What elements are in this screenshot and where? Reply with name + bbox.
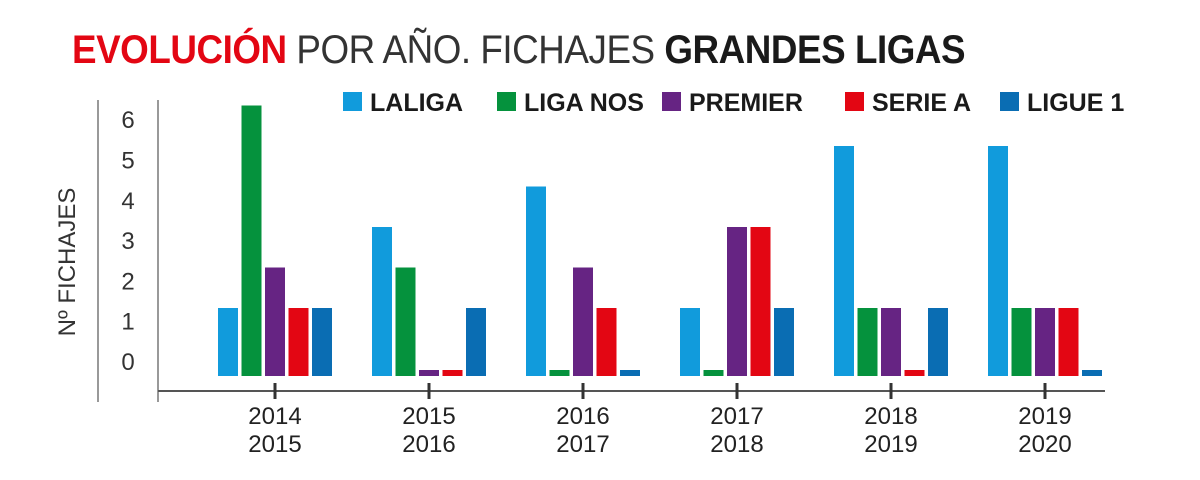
legend-swatch — [497, 92, 516, 111]
legend-swatch — [1000, 92, 1019, 111]
y-axis-label: Nº FICHAJES — [54, 188, 81, 337]
legend-label: PREMIER — [689, 89, 803, 117]
x-tick-label: 2016 — [402, 431, 455, 458]
bar-premier — [265, 267, 285, 376]
x-tick-label: 2018 — [710, 431, 763, 458]
bar-premier — [881, 308, 901, 376]
bar-premier — [419, 370, 439, 376]
legend-label: LALIGA — [370, 89, 463, 117]
x-tick-label: 2019 — [864, 431, 917, 458]
x-tick-label: 2017 — [556, 431, 609, 458]
x-tick-label: 2019 — [1018, 403, 1071, 430]
legend-label: LIGUE 1 — [1027, 89, 1124, 117]
bar-ligue-1 — [774, 308, 794, 376]
bar-ligue-1 — [928, 308, 948, 376]
y-tick-label: 6 — [121, 107, 134, 134]
bar-serie-a — [1058, 308, 1079, 376]
x-tick-label: 2015 — [402, 403, 455, 430]
y-tick-label: 0 — [121, 349, 134, 376]
y-tick-label: 1 — [121, 309, 134, 336]
x-tick-label: 2020 — [1018, 431, 1071, 458]
bar-premier — [573, 267, 593, 376]
bar-laliga — [680, 308, 700, 376]
title-end: GRANDES LIGAS — [664, 28, 966, 72]
bar-premier — [1035, 308, 1055, 376]
x-tick-label: 2014 — [248, 403, 301, 430]
bar-laliga — [526, 186, 546, 376]
bar-liga-nos — [549, 370, 570, 376]
y-tick-label: 2 — [121, 268, 134, 295]
x-tick-label: 2017 — [710, 403, 763, 430]
bar-liga-nos — [857, 308, 878, 376]
x-tick-label: 2016 — [556, 403, 609, 430]
bar-liga-nos — [241, 105, 262, 376]
y-tick-label: 4 — [121, 188, 134, 215]
bar-ligue-1 — [1082, 370, 1102, 376]
bar-laliga — [218, 308, 238, 376]
x-tick-label: 2018 — [864, 403, 917, 430]
title-highlight: EVOLUCIÓN — [72, 28, 287, 72]
bar-serie-a — [442, 370, 463, 376]
title-middle: POR AÑO. FICHAJES — [296, 28, 655, 72]
legend-label: LIGA NOS — [524, 89, 644, 117]
bar-liga-nos — [395, 267, 416, 376]
bar-laliga — [372, 227, 392, 376]
legend-label: SERIE A — [872, 89, 971, 117]
bar-premier — [727, 227, 747, 376]
bar-laliga — [988, 146, 1008, 376]
legend-swatch — [343, 92, 362, 111]
bar-serie-a — [596, 308, 617, 376]
bar-ligue-1 — [312, 308, 332, 376]
legend-swatch — [662, 92, 681, 111]
bar-liga-nos — [1011, 308, 1032, 376]
y-tick-label: 5 — [121, 148, 134, 175]
bar-serie-a — [904, 370, 925, 376]
bar-ligue-1 — [620, 370, 640, 376]
bar-liga-nos — [703, 370, 724, 376]
x-tick-label: 2015 — [248, 431, 301, 458]
y-tick-label: 3 — [121, 228, 134, 255]
bar-serie-a — [750, 227, 771, 376]
bar-ligue-1 — [466, 308, 486, 376]
bar-serie-a — [288, 308, 309, 376]
bar-laliga — [834, 146, 854, 376]
chart-title: EVOLUCIÓN POR AÑO. FICHAJES GRANDES LIGA… — [72, 28, 966, 73]
legend-swatch — [845, 92, 864, 111]
